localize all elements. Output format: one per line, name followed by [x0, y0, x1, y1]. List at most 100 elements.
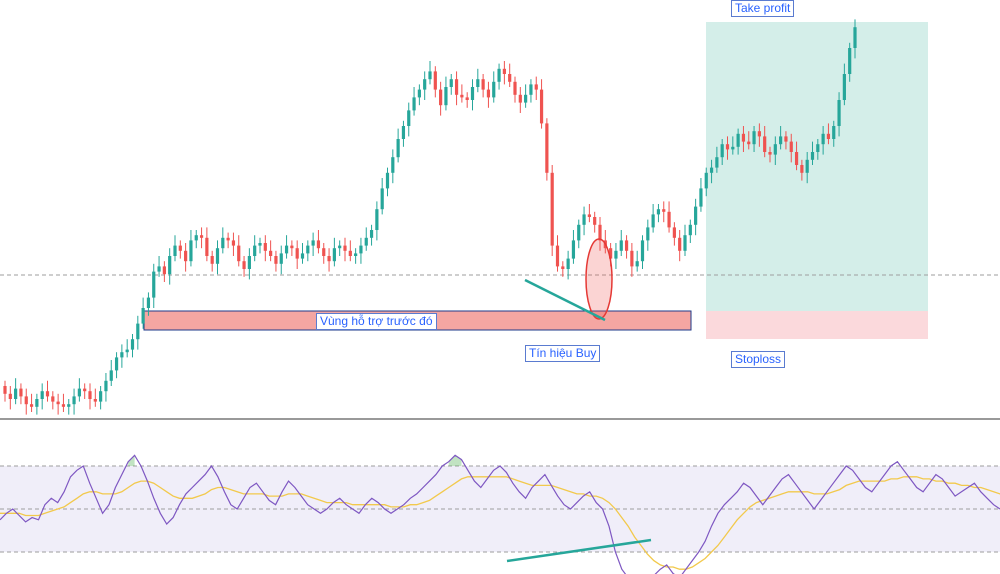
candle-body: [662, 209, 666, 212]
candle-body: [253, 245, 257, 256]
candle-body: [125, 349, 129, 353]
candle-body: [672, 227, 676, 238]
rsi-line: [0, 454, 1000, 574]
candle-body: [51, 396, 55, 402]
candle-body: [550, 172, 554, 246]
candle-body: [571, 240, 576, 259]
candle-body: [327, 256, 331, 262]
candle-body: [752, 131, 756, 145]
candle-body: [93, 399, 97, 402]
candle-body: [61, 404, 66, 407]
candle-body: [577, 224, 581, 241]
candle-body: [263, 243, 267, 251]
candle-body: [534, 84, 538, 90]
candle-body: [284, 245, 289, 254]
candle-body: [146, 297, 151, 308]
candle-body: [529, 84, 533, 95]
candle-body: [513, 81, 517, 95]
candle-body: [561, 266, 565, 269]
candle-body: [688, 224, 692, 236]
candle-body: [242, 261, 246, 269]
rsi-overbought-fill: [448, 455, 462, 466]
candle-body: [826, 133, 831, 139]
candle-body: [348, 250, 352, 256]
candle-body: [428, 71, 432, 80]
candle-body: [258, 243, 262, 246]
candle-body: [736, 133, 740, 147]
candle-body: [497, 68, 501, 82]
candle-body: [269, 250, 273, 256]
candle-body: [433, 71, 437, 90]
candle-body: [630, 250, 634, 267]
candle-body: [300, 253, 305, 259]
candle-body: [699, 188, 703, 207]
candle-body: [380, 188, 384, 210]
candle-body: [385, 172, 390, 189]
candle-body: [396, 139, 400, 158]
candle-body: [704, 172, 708, 189]
candle-body: [215, 248, 220, 264]
candle-body: [609, 248, 613, 259]
candle-body: [678, 237, 682, 251]
candle-body: [168, 256, 172, 275]
candle-body: [848, 48, 852, 74]
buy-signal-ellipse: [585, 238, 613, 320]
candle-body: [189, 240, 193, 262]
candle-body: [99, 391, 103, 402]
buy-signal-label: Tín hiệu Buy: [525, 345, 601, 362]
rsi-divergence-line: [506, 538, 652, 563]
candle-body: [587, 214, 591, 217]
candle-body: [83, 388, 87, 392]
support-zone-label: Vùng hỗ trợ trước đó: [316, 313, 437, 330]
candle-body: [640, 240, 645, 262]
candle-body: [24, 396, 28, 405]
candle-body: [524, 94, 528, 103]
candle-body: [539, 89, 544, 124]
candle-body: [439, 89, 443, 106]
candle-body: [130, 339, 135, 350]
candle-body: [757, 131, 761, 137]
candle-body: [731, 146, 735, 150]
candle-body: [72, 396, 76, 405]
candle-body: [35, 399, 39, 407]
candle-body: [794, 152, 799, 165]
candle-body: [481, 79, 485, 90]
candle-body: [566, 258, 570, 269]
candle-body: [114, 357, 119, 371]
candle-body: [391, 157, 395, 173]
candle-body: [465, 97, 469, 100]
candle-body: [322, 248, 326, 256]
candle-body: [492, 81, 496, 98]
candle-body: [816, 144, 820, 152]
candle-body: [3, 386, 7, 394]
candle-body: [614, 250, 618, 259]
candle-body: [747, 141, 751, 145]
candle-body: [369, 230, 374, 238]
candle-body: [295, 248, 299, 259]
candle-body: [821, 133, 825, 145]
candle-body: [486, 89, 491, 98]
candle-body: [8, 393, 12, 399]
candle-body: [694, 206, 698, 225]
candle-body: [316, 240, 321, 249]
candle-body: [518, 94, 522, 103]
candle-body: [715, 157, 719, 168]
candle-body: [853, 27, 857, 48]
candle-body: [19, 388, 23, 397]
candle-body: [763, 136, 767, 152]
candle-body: [375, 209, 379, 230]
candle-body: [279, 253, 283, 264]
candle-body: [502, 68, 506, 74]
stoploss-zone: [706, 311, 928, 339]
candle-body: [460, 94, 464, 98]
candle-body: [332, 248, 336, 262]
candle-body: [88, 391, 92, 399]
candle-body: [237, 245, 241, 262]
candle-body: [423, 79, 427, 90]
candle-body: [768, 152, 772, 155]
candle-body: [109, 370, 113, 381]
candle-body: [784, 136, 788, 142]
candle-body: [184, 250, 188, 262]
candle-body: [194, 235, 198, 241]
